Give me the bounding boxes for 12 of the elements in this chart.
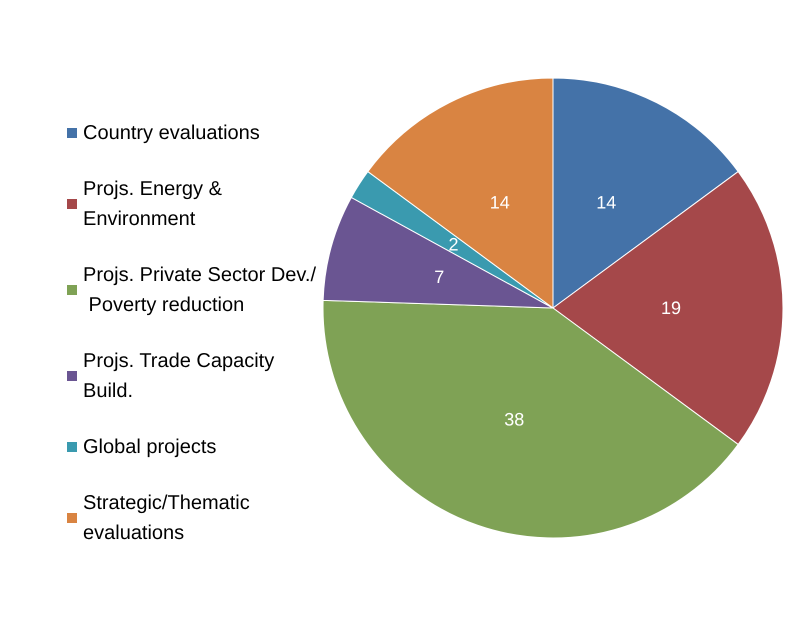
data-label: 14 [596,192,616,213]
legend-label: Projs. Private Sector Dev./ Poverty reduction [83,264,316,316]
legend-label: Country evaluations [83,122,260,144]
legend-label: Global projects [83,436,216,458]
legend-label: Projs. Trade Capacity Build. [83,350,280,402]
legend-label: Projs. Energy & Environment [83,178,228,230]
data-label: 19 [660,298,682,318]
data-label: 14 [490,192,510,213]
data-label: 38 [504,409,524,430]
legend-label: Strategic/Thematic evaluations [83,492,256,544]
data-label: 2 [448,234,459,255]
data-label: 7 [434,266,444,287]
